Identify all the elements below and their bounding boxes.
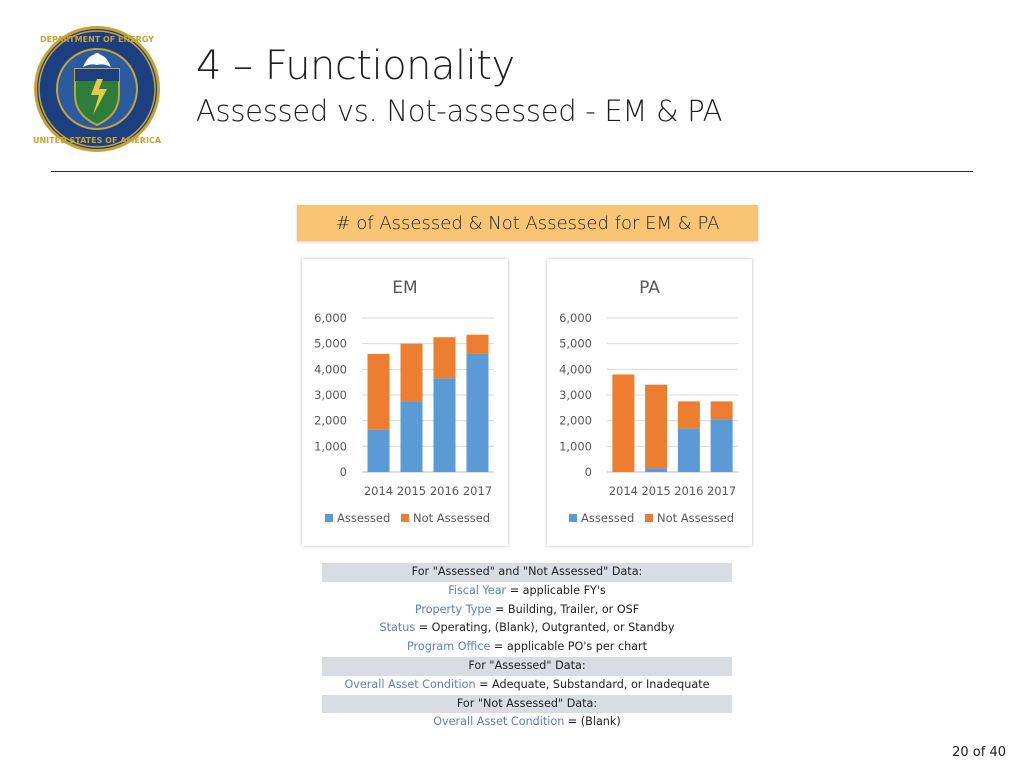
property-type-value: = Building, Trailer, or OSF	[491, 602, 640, 616]
em-bar-not-assessed-2015	[400, 343, 423, 402]
pa-y-tick-label: 5,000	[559, 337, 592, 351]
em-legend-swatch-0	[325, 514, 333, 522]
em-y-tick-label: 1,000	[314, 439, 347, 453]
notes-row-condition-assessed: Overall Asset Condition = Adequate, Subs…	[322, 676, 732, 695]
em-legend-label: Not Assessed	[413, 511, 490, 525]
pa-x-tick-label: 2017	[707, 484, 736, 498]
condition-key: Overall Asset Condition	[344, 677, 476, 691]
em-bar-assessed-2015	[400, 401, 423, 472]
notes-header-all: For "Assessed" and "Not Assessed" Data:	[322, 563, 732, 582]
notes-header-not-assessed: For "Not Assessed" Data:	[322, 694, 732, 714]
program-office-key: Program Office	[406, 640, 491, 654]
em-chart: EM 0 1,000 2,000 3,000 4,000 5,000 6,000 2014 201…	[302, 259, 508, 546]
pa-legend-swatch-1	[645, 514, 653, 522]
pa-bar-assessed-2015	[645, 468, 668, 472]
em-bar-assessed-2016	[433, 378, 456, 472]
filter-notes: For "Assessed" and "Not Assessed" Data: …	[322, 563, 732, 732]
em-bar-assessed-2017	[466, 353, 489, 472]
em-y-tick-label: 6,000	[314, 311, 347, 325]
fiscal-year-key: Fiscal Year	[448, 583, 507, 597]
page-number: 20 of 40	[952, 745, 1006, 760]
em-x-tick-label: 2014	[364, 484, 393, 498]
em-chart-svg: EM 0 1,000 2,000 3,000 4,000 5,000 6,000 2014 201…	[314, 278, 494, 525]
pa-bar-assessed-2017	[710, 419, 733, 472]
em-legend-label: Assessed	[337, 511, 390, 525]
notes-row-condition-not-assessed: Overall Asset Condition = (Blank)	[322, 713, 732, 732]
pa-y-tick-label: 4,000	[559, 362, 592, 376]
em-y-tick-label: 2,000	[314, 414, 347, 428]
pa-bar-not-assessed-2017	[710, 401, 733, 420]
svg-text:UNITED STATES OF AMERICA: UNITED STATES OF AMERICA	[33, 136, 161, 145]
em-y-tick-label: 3,000	[314, 388, 347, 402]
em-y-tick-label: 0	[340, 465, 347, 479]
em-x-tick-label: 2015	[397, 484, 426, 498]
em-bar-assessed-2014	[367, 429, 390, 472]
pa-bar-not-assessed-2015	[645, 384, 668, 469]
em-legend-swatch-1	[401, 514, 409, 522]
pa-legend-label: Assessed	[581, 511, 634, 525]
doe-seal-logo: DEPARTMENT OF ENERGY UNITED STATES OF AM…	[33, 26, 161, 152]
page-subtitle: Assessed vs. Not-assessed - EM & PA	[196, 94, 723, 128]
pa-y-tick-label: 0	[585, 465, 592, 479]
status-key: Status	[379, 621, 416, 635]
status-value: = Operating, (Blank), Outgranted, or Sta…	[415, 621, 675, 635]
em-y-tick-label: 4,000	[314, 362, 347, 376]
pa-x-tick-label: 2014	[609, 484, 638, 498]
em-bar-not-assessed-2014	[367, 353, 390, 430]
notes-row-status: Status = Operating, (Blank), Outgranted,…	[322, 619, 732, 638]
em-y-tick-label: 5,000	[314, 337, 347, 351]
em-x-tick-label: 2016	[430, 484, 459, 498]
notes-row-program-office: Program Office = applicable PO's per cha…	[322, 638, 732, 657]
pa-legend-swatch-0	[569, 514, 577, 522]
condition-blank-value: = (Blank)	[564, 715, 621, 729]
chart-banner: # of Assessed & Not Assessed for EM & PA	[297, 205, 758, 241]
pa-bar-not-assessed-2016	[677, 401, 700, 429]
condition-blank-key: Overall Asset Condition	[433, 715, 565, 729]
em-x-tick-label: 2017	[463, 484, 492, 498]
program-office-value: = applicable PO's per chart	[490, 640, 648, 654]
page-title: 4 – Functionality	[196, 43, 515, 89]
pa-x-tick-label: 2016	[674, 484, 703, 498]
pa-y-tick-label: 3,000	[559, 388, 592, 402]
notes-header-assessed: For "Assessed" Data:	[322, 656, 732, 676]
pa-y-tick-label: 1,000	[559, 439, 592, 453]
em-chart-title: EM	[392, 278, 417, 298]
em-bar-not-assessed-2016	[433, 337, 456, 379]
pa-chart-title: PA	[639, 278, 660, 298]
pa-y-tick-label: 2,000	[559, 414, 592, 428]
property-type-key: Property Type	[414, 602, 492, 616]
fiscal-year-value: = applicable FY's	[506, 583, 606, 597]
em-bar-not-assessed-2017	[466, 334, 489, 354]
condition-value: = Adequate, Substandard, or Inadequate	[475, 677, 710, 691]
notes-row-fiscal-year: Fiscal Year = applicable FY's	[322, 582, 732, 601]
svg-text:DEPARTMENT OF ENERGY: DEPARTMENT OF ENERGY	[40, 35, 154, 44]
pa-bar-not-assessed-2014	[612, 374, 635, 472]
pa-y-tick-label: 6,000	[559, 311, 592, 325]
pa-bar-assessed-2016	[677, 428, 700, 472]
pa-x-tick-label: 2015	[641, 484, 670, 498]
notes-row-property-type: Property Type = Building, Trailer, or OS…	[322, 601, 732, 620]
pa-legend-label: Not Assessed	[657, 511, 734, 525]
pa-chart: PA 0 1,000 2,000 3,000 4,000 5,000 6,000 2014 201…	[547, 259, 752, 546]
banner-text: # of Assessed & Not Assessed for EM & PA	[335, 212, 720, 234]
divider-rule	[51, 171, 973, 172]
